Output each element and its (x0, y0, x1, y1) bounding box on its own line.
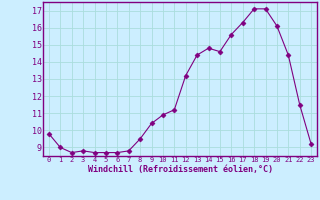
X-axis label: Windchill (Refroidissement éolien,°C): Windchill (Refroidissement éolien,°C) (87, 165, 273, 174)
